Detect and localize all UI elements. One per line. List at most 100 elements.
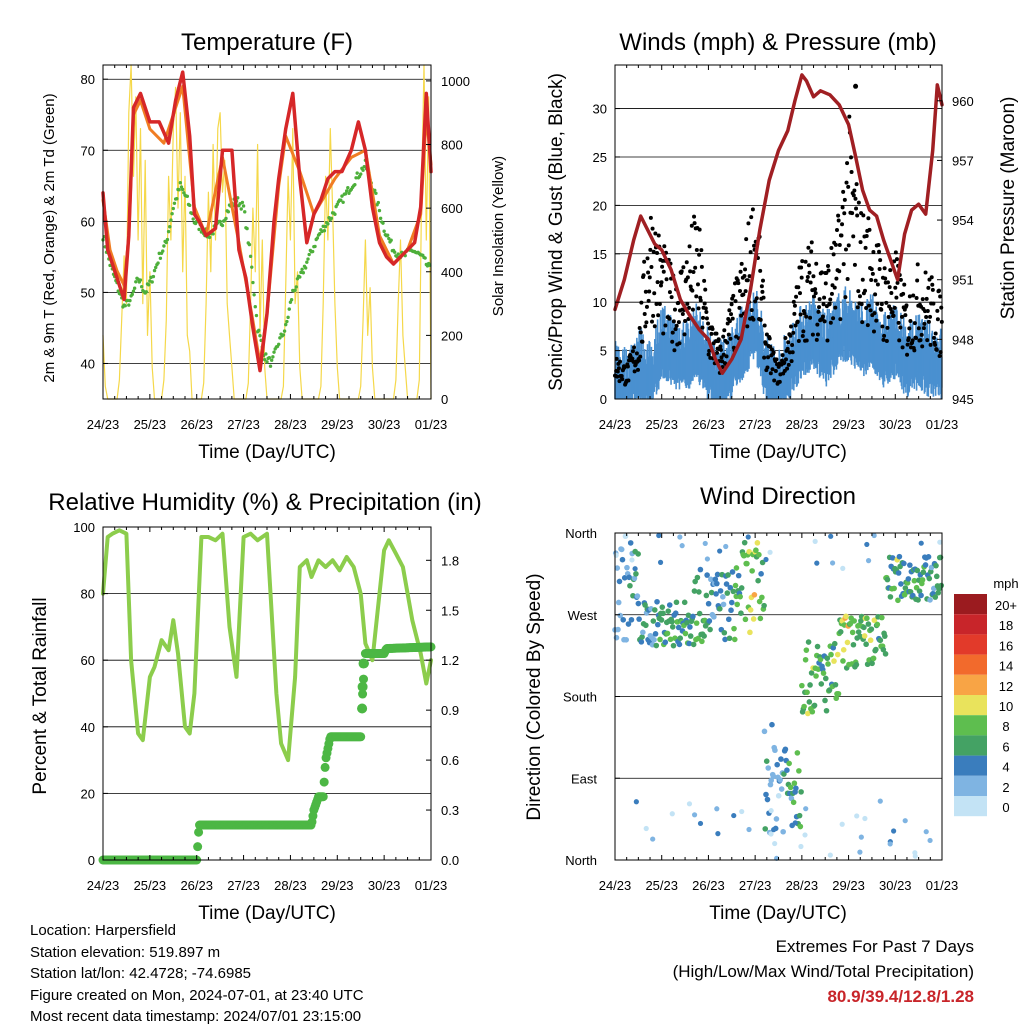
gust-point (856, 289, 861, 294)
gust-point (897, 338, 902, 343)
direction-point (889, 555, 896, 561)
direction-point (666, 602, 673, 608)
direction-point (758, 571, 764, 577)
gust-point (826, 268, 831, 273)
x-tick-label: 26/23 (692, 417, 725, 432)
y2-tick-label: 0.0 (441, 853, 459, 868)
dewpoint-point (301, 271, 306, 275)
direction-point (851, 618, 857, 624)
direction-point (869, 660, 875, 667)
direction-point (708, 589, 715, 596)
gust-point (871, 329, 876, 334)
direction-point (665, 608, 672, 614)
dewpoint-point (361, 168, 365, 172)
direction-point (796, 768, 802, 774)
dewpoint-point (146, 283, 151, 287)
direction-point (840, 658, 846, 664)
gust-point (726, 332, 731, 337)
direction-point (818, 681, 825, 687)
gust-point (690, 307, 695, 312)
gust-point (812, 294, 817, 299)
direction-point (745, 534, 751, 540)
direction-point (621, 575, 628, 581)
direction-point (732, 582, 739, 589)
direction-point (659, 604, 666, 610)
dewpoint-point (165, 237, 170, 242)
gust-point (805, 275, 810, 280)
direction-point (723, 581, 730, 587)
direction-point (787, 784, 794, 791)
gust-point (908, 318, 913, 323)
dewpoint-point (353, 182, 357, 187)
dewpoint-point (131, 289, 136, 293)
gust-point (663, 323, 668, 328)
direction-point (654, 621, 661, 628)
gust-point (828, 297, 833, 302)
direction-point (770, 773, 777, 780)
gust-point (676, 300, 681, 305)
direction-point (650, 836, 656, 842)
gust-point (876, 243, 881, 248)
gust-point (790, 350, 795, 355)
gust-point (785, 346, 790, 351)
direction-point (775, 793, 782, 799)
gust-point (910, 338, 915, 343)
gust-point (882, 266, 887, 271)
dewpoint-point (245, 226, 249, 231)
direction-point (686, 801, 693, 807)
dewpoint-point (191, 217, 195, 221)
precip-point (358, 689, 368, 699)
direction-point (633, 799, 639, 805)
gust-point (618, 359, 623, 364)
direction-point (862, 815, 868, 822)
direction-point (829, 560, 836, 566)
humidity-ticks: 0 20 40 60 80 100 0.0 0.3 0.6 0.9 1.2 1.5 1.8 24/23 25… (73, 520, 459, 893)
direction-point (926, 575, 933, 582)
gust-point (924, 314, 929, 319)
gust-point (808, 315, 813, 320)
gust-point (718, 347, 723, 352)
direction-point (619, 556, 626, 563)
dewpoint-point (226, 210, 231, 214)
gust-point (689, 223, 694, 228)
x-tick-label: 29/23 (832, 878, 865, 893)
gust-point (614, 356, 619, 361)
direction-point (843, 613, 849, 620)
legend-swatch (954, 695, 987, 716)
gust-point (933, 342, 938, 347)
direction-point (811, 702, 818, 709)
x-tick-label: 25/23 (645, 878, 678, 893)
gust-point (845, 276, 850, 281)
gust-point (831, 252, 836, 257)
gust-point (661, 269, 666, 274)
gust-point (884, 339, 889, 344)
winds-xlabel: Time (Day/UTC) (709, 442, 847, 463)
gust-point (651, 249, 656, 254)
gust-point (710, 327, 715, 332)
temp2m-line (101, 70, 433, 373)
direction-point (767, 549, 773, 555)
precip-point (319, 777, 329, 787)
direction-point (839, 821, 845, 827)
direction-point (864, 541, 870, 548)
gust-point (907, 326, 912, 331)
gust-point (878, 258, 883, 263)
gust-point (698, 298, 703, 303)
direction-point (825, 661, 831, 667)
direction-point (849, 629, 856, 636)
gust-point (743, 267, 748, 272)
direction-point (853, 661, 860, 668)
x-tick-label: 30/23 (879, 417, 912, 432)
gust-point (842, 197, 847, 202)
y2-tick-label: 1.2 (441, 653, 459, 668)
direction-point (756, 551, 762, 558)
gust-point (703, 287, 708, 292)
humidity-xlabel: Time (Day/UTC) (198, 903, 336, 924)
direction-point (854, 813, 860, 819)
dewpoint-point (123, 304, 127, 308)
gust-point (798, 312, 803, 317)
direction-point (721, 629, 728, 636)
gust-point (892, 305, 897, 310)
direction-point (882, 651, 889, 657)
gust-point (939, 305, 944, 310)
